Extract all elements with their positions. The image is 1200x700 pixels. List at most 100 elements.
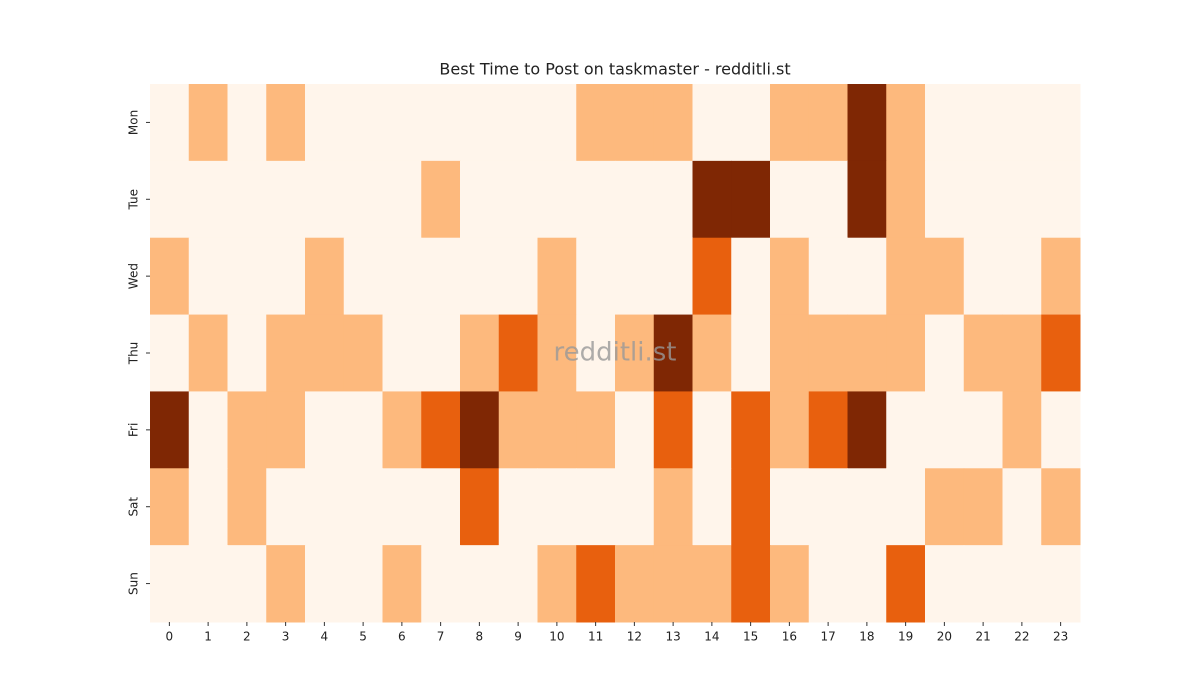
heatmap-cell [382,84,422,162]
heatmap-cell [460,545,500,623]
x-tick-label: 7 [437,630,445,644]
heatmap-cell [653,84,693,162]
heatmap-cell [498,391,538,469]
heatmap-cell [227,391,267,469]
heatmap-cell [188,468,228,546]
x-tick-label: 1 [204,630,212,644]
heatmap-cell [498,545,538,623]
heatmap-cell [847,237,887,316]
heatmap-cell [460,160,500,239]
heatmap-cell [576,391,616,469]
heatmap-cell [847,545,887,623]
x-tick-label: 11 [588,630,603,644]
heatmap-cell [188,545,228,623]
heatmap-cell [1002,391,1042,469]
x-tick-label: 15 [743,630,758,644]
heatmap-cell [421,160,461,239]
heatmap-cell [963,237,1003,316]
x-tick-label: 23 [1053,630,1068,644]
heatmap-cell [770,391,810,469]
x-tick-label: 18 [859,630,874,644]
heatmap-cell [615,237,655,316]
heatmap-cell [576,160,616,239]
heatmap-cell [537,545,577,623]
heatmap-cell [925,468,965,546]
heatmap-cell [692,545,732,623]
heatmap-cell [808,391,848,469]
heatmap-cell [925,391,965,469]
heatmap-cell [615,391,655,469]
heatmap-cell [615,314,655,392]
heatmap-cell [343,237,383,316]
y-tick-label: Mon [127,110,141,135]
heatmap-cell [227,545,267,623]
heatmap-cell [227,237,267,316]
heatmap-cell [305,160,345,239]
heatmap-cell [227,468,267,546]
heatmap-cell [808,314,848,392]
heatmap-cell [343,160,383,239]
heatmap-cell [808,84,848,162]
heatmap-cell [150,314,190,392]
heatmap-cell [963,545,1003,623]
heatmap-cell [382,237,422,316]
x-tick-label: 19 [898,630,913,644]
heatmap-cell [227,160,267,239]
heatmap-cell [421,545,461,623]
x-tick-label: 22 [1014,630,1029,644]
heatmap-cell [653,545,693,623]
y-tick-label: Wed [127,263,141,289]
heatmap-cell [188,237,228,316]
x-tick-label: 12 [627,630,642,644]
heatmap-cell [343,314,383,392]
heatmap-cell [576,545,616,623]
heatmap-cell [150,545,190,623]
heatmap-cell [305,314,345,392]
heatmap-cell [1041,545,1081,623]
heatmap-cell [1002,545,1042,623]
x-tick-label: 2 [243,630,251,644]
heatmap-cell [1041,314,1081,392]
heatmap-cell [731,237,771,316]
heatmap-cell [266,160,306,239]
heatmap-cell [808,160,848,239]
x-tick-label: 8 [476,630,484,644]
heatmap-cell [382,314,422,392]
heatmap-cell [1041,391,1081,469]
heatmap-cell [382,391,422,469]
heatmap-cell [150,391,190,469]
x-tick-label: 3 [282,630,290,644]
heatmap-cell [925,545,965,623]
heatmap-cell [808,468,848,546]
heatmap-cell [731,314,771,392]
heatmap-cell [537,160,577,239]
heatmap-cell [731,160,771,239]
heatmap-cell [266,237,306,316]
heatmap-cell [653,160,693,239]
heatmap-cell [615,84,655,162]
heatmap-cell [770,468,810,546]
heatmap-cell [498,84,538,162]
heatmap-cell [305,237,345,316]
heatmap-cell [188,84,228,162]
heatmap-cell [731,545,771,623]
y-tick-label: Sat [127,497,141,517]
heatmap-cell [343,545,383,623]
heatmap-cell [537,468,577,546]
heatmap-cell [576,237,616,316]
heatmap-cell [150,468,190,546]
x-tick-label: 6 [398,630,406,644]
heatmap-cell [692,84,732,162]
y-tick-label: Tue [127,189,141,211]
heatmap-cell [188,314,228,392]
heatmap-cell [382,545,422,623]
heatmap-cell [808,237,848,316]
heatmap-cell [925,160,965,239]
x-tick-label: 20 [937,630,952,644]
heatmap-cell [266,84,306,162]
heatmap-cell [460,237,500,316]
heatmap-cell [498,160,538,239]
heatmap-cell [421,468,461,546]
heatmap-cell [963,468,1003,546]
